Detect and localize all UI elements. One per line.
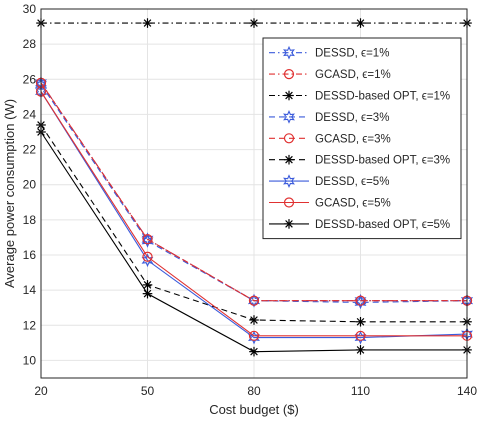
y-tick-label: 24 [23,107,37,121]
series-layer [35,18,473,357]
y-tick-label: 10 [23,353,37,367]
series-line [40,91,467,337]
legend-item: GCASD, ϵ=1% [269,68,391,81]
legend-marker [283,68,295,80]
x-tick-label: 110 [351,384,370,398]
legend-marker [283,174,295,188]
y-tick-label: 16 [23,248,37,262]
x-tick-label: 80 [247,384,261,398]
x-axis-title: Cost budget ($) [209,402,299,417]
legend-label: GCASD, ϵ=3% [315,133,391,145]
legend-item: DESSD-based OPT, ϵ=1% [269,91,450,103]
data-point [355,345,366,355]
data-point [355,316,366,327]
legend-label: DESSD-based OPT, ϵ=1% [315,91,450,103]
legend-label: DESSD-based OPT, ϵ=3% [315,155,450,167]
y-tick-label: 30 [23,2,37,16]
x-tick-label: 140 [457,384,477,398]
legend-marker [283,110,295,124]
legend-marker [283,197,295,208]
plot-frame [40,8,468,379]
legend-item: DESSD-based OPT, ϵ=3% [269,155,450,167]
series-line [40,91,468,339]
legend-marker [284,90,294,101]
legend-label: DESSD, ϵ=5% [315,176,389,188]
legend-item: DESSD-based OPT, ϵ=5% [269,219,450,231]
legend-item: GCASD, ϵ=3% [269,133,391,145]
legend-label: DESSD, ϵ=1% [315,48,389,60]
legend-item: DESSD, ϵ=3% [269,110,389,124]
data-point [142,280,153,290]
legend-item: DESSD, ϵ=1% [269,45,389,60]
data-point [355,295,366,306]
data-point [249,315,259,325]
series-line [40,82,467,302]
data-point [142,18,153,28]
data-point [354,293,367,308]
x-tick-label: 50 [141,384,155,398]
y-tick-label: 14 [23,283,37,297]
data-point [355,18,366,28]
axis-ticks: 20 50 80 110 140 10 12 14 16 18 20 22 24 26 28 30 [23,2,478,398]
data-point [248,330,260,341]
data-point [142,288,153,299]
legend-label: GCASD, ϵ=5% [315,198,391,210]
legend: DESSD, ϵ=1% GCASD, ϵ=1% DESSD-based OPT, ϵ… [262,37,462,240]
y-tick-label: 18 [23,213,37,227]
legend-marker [284,154,294,165]
y-tick-label: 22 [23,143,37,157]
y-tick-label: 12 [23,318,37,332]
data-point [248,295,260,306]
data-point [142,251,153,262]
data-point [249,18,259,28]
data-point [249,346,259,357]
y-axis-title: Average power consumption (W) [2,99,17,288]
y-tick-label: 28 [23,37,37,51]
legend-marker [283,45,295,60]
data-point [355,330,366,341]
data-point [141,232,154,247]
legend-box [262,37,462,240]
data-point [248,293,260,308]
legend-marker [283,133,295,144]
legend-item: DESSD, ϵ=5% [269,174,389,188]
x-tick-label: 20 [34,384,48,398]
series-3 [36,18,472,28]
y-tick-label: 26 [23,72,37,86]
legend-label: DESSD, ϵ=3% [315,112,389,124]
series-8 [35,86,473,341]
y-tick-label: 20 [23,178,37,192]
data-point [142,234,153,245]
legend-item: GCASD, ϵ=5% [269,197,391,210]
legend-label: GCASD, ϵ=1% [315,69,391,81]
legend-label: DESSD-based OPT, ϵ=5% [315,219,450,231]
legend-marker [284,219,294,229]
